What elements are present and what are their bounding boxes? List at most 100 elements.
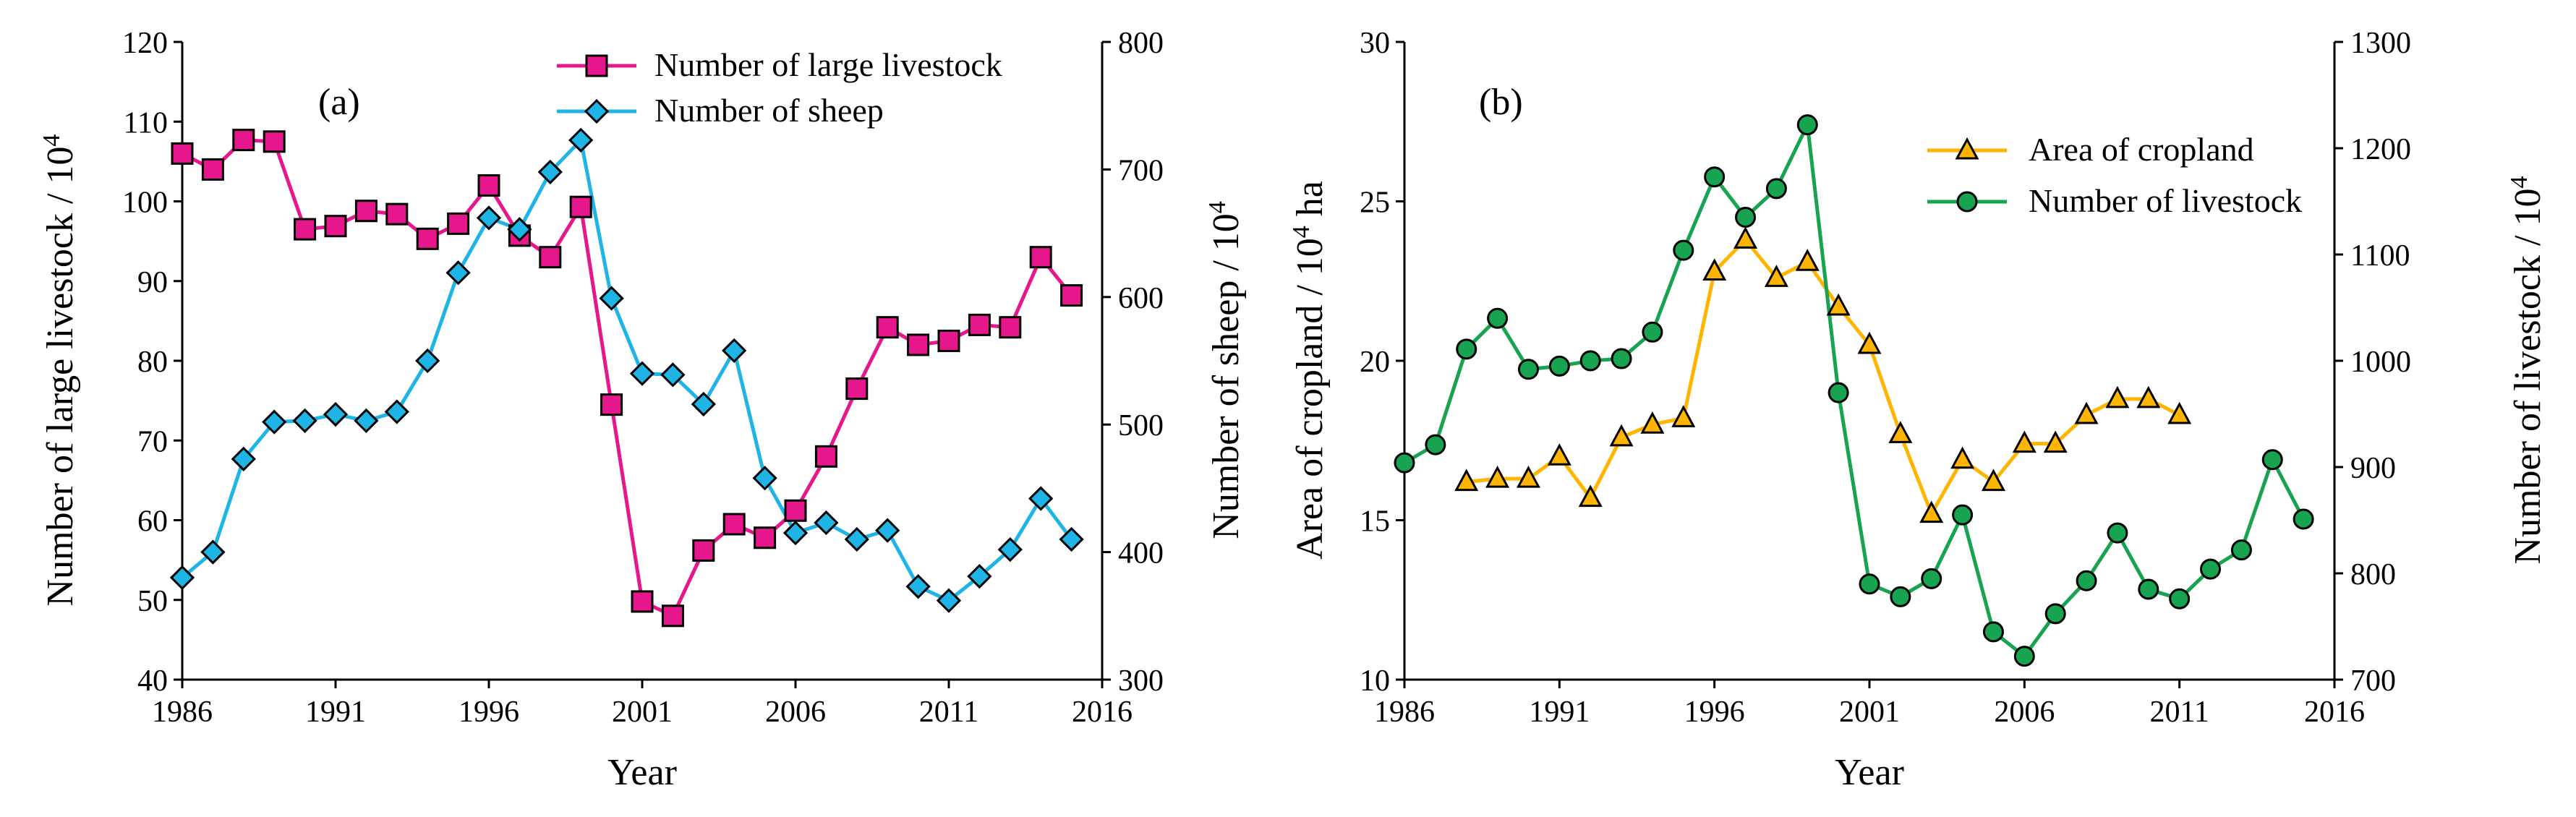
data-point bbox=[845, 377, 869, 401]
panel-a-y2-tick-label: 300 bbox=[1118, 664, 1164, 698]
panel-b-y-tick-label: 15 bbox=[1360, 505, 1390, 539]
data-point bbox=[1673, 239, 1694, 261]
panel-b-x-tick-label: 2016 bbox=[2304, 696, 2365, 729]
data-point bbox=[660, 362, 686, 388]
data-point bbox=[231, 446, 256, 471]
data-point bbox=[692, 539, 715, 562]
data-point bbox=[814, 510, 839, 536]
panel-b-x-tick-label: 2006 bbox=[1994, 696, 2055, 729]
data-point bbox=[1981, 469, 2005, 492]
panel-a-ylabel: Number of large livestock / 104 bbox=[38, 134, 81, 607]
data-point bbox=[1859, 573, 1880, 595]
data-point bbox=[937, 329, 960, 352]
panel-a-ylabel-text: Number of large livestock / 10 bbox=[40, 147, 81, 607]
panel-b-ylabel-unit: ha bbox=[1289, 181, 1331, 226]
data-point bbox=[447, 212, 470, 235]
panel-a-y-tick-label: 120 bbox=[122, 27, 168, 60]
data-point bbox=[2167, 401, 2192, 424]
data-point bbox=[1642, 321, 1663, 343]
data-point bbox=[2261, 449, 2283, 471]
data-point bbox=[537, 159, 563, 185]
panel-b-xlabel: Year bbox=[1835, 752, 1904, 793]
series-line-area-of-cropland bbox=[1466, 237, 2180, 516]
data-point bbox=[2074, 401, 2099, 424]
legend-marker bbox=[1956, 191, 1978, 213]
legend-marker bbox=[584, 98, 610, 124]
data-point bbox=[784, 499, 807, 522]
series-line-number-of-sheep bbox=[181, 138, 1073, 603]
data-point bbox=[1952, 504, 1974, 526]
data-point bbox=[2076, 570, 2097, 591]
panel-b-y2-tick-label: 1100 bbox=[2350, 239, 2410, 273]
data-point bbox=[722, 338, 747, 364]
data-point bbox=[1547, 443, 1571, 466]
data-point bbox=[631, 590, 654, 613]
data-point bbox=[1888, 421, 1913, 443]
panel-a-y-tick-label: 40 bbox=[137, 664, 168, 698]
data-point bbox=[661, 604, 684, 628]
data-point bbox=[384, 399, 409, 424]
data-point bbox=[1921, 568, 1942, 589]
data-point bbox=[1704, 166, 1726, 188]
data-point bbox=[1485, 466, 1510, 488]
data-point bbox=[1919, 500, 1944, 523]
panel-a-x-tick-label: 2006 bbox=[765, 696, 826, 729]
panel-a-y-tick-label: 80 bbox=[137, 346, 168, 379]
data-point bbox=[539, 246, 562, 269]
data-point bbox=[1640, 411, 1665, 434]
data-point bbox=[2043, 430, 2068, 453]
panel-b-y2-tick-label: 1300 bbox=[2350, 27, 2411, 60]
data-point bbox=[292, 408, 317, 434]
data-point bbox=[1487, 307, 1509, 329]
data-point bbox=[1029, 246, 1052, 269]
panel-b-chart: (b) Year Area of cropland / 104 ha Numbe… bbox=[1288, 27, 2549, 793]
data-point bbox=[171, 142, 194, 165]
panel-a-x-tick-label: 2011 bbox=[919, 696, 978, 729]
data-point bbox=[1611, 348, 1632, 369]
data-point bbox=[1516, 466, 1540, 488]
panel-a-y2-tick-label: 600 bbox=[1118, 282, 1164, 315]
data-point bbox=[445, 260, 471, 286]
panel-b-y-tick-label: 20 bbox=[1360, 346, 1390, 379]
panel-b-x-tick-label: 1996 bbox=[1684, 696, 1745, 729]
data-point bbox=[169, 565, 195, 591]
data-point bbox=[2105, 385, 2130, 408]
data-point bbox=[2044, 603, 2066, 625]
panel-b-y-tick-label: 25 bbox=[1360, 187, 1390, 220]
panel-a-x-tick-label: 2001 bbox=[612, 696, 673, 729]
data-point bbox=[1795, 249, 1820, 271]
data-point bbox=[507, 217, 532, 242]
data-point bbox=[1609, 424, 1634, 447]
data-point bbox=[1890, 586, 1911, 607]
panel-a-y2label-sup: 4 bbox=[1204, 201, 1231, 213]
panel-a-y-tick-label: 90 bbox=[137, 266, 168, 299]
data-point bbox=[782, 521, 809, 546]
data-point bbox=[1578, 484, 1603, 508]
data-point bbox=[1394, 452, 1415, 474]
panel-a-y-tick-label: 50 bbox=[137, 585, 168, 618]
panel-a-y-tick-label: 60 bbox=[137, 505, 168, 539]
data-point bbox=[385, 202, 409, 226]
data-point bbox=[1579, 350, 1601, 372]
panel-b-x-tick-label: 1986 bbox=[1374, 696, 1435, 729]
data-point bbox=[1671, 405, 1696, 427]
data-point bbox=[967, 563, 992, 589]
panel-a-y-tick-label: 70 bbox=[137, 425, 168, 458]
panel-b-y2-tick-label: 1200 bbox=[2350, 133, 2411, 166]
data-point bbox=[1764, 265, 1788, 287]
legend-marker bbox=[1955, 137, 1979, 160]
legend-label: Number of sheep bbox=[654, 92, 884, 129]
data-point bbox=[907, 333, 930, 356]
data-point bbox=[200, 539, 226, 565]
panel-b-label: (b) bbox=[1479, 82, 1523, 123]
data-point bbox=[814, 445, 837, 468]
data-point bbox=[2169, 588, 2191, 609]
data-point bbox=[844, 526, 869, 552]
data-point bbox=[754, 526, 777, 549]
data-point bbox=[999, 316, 1022, 339]
panel-b-x-tick-label: 2011 bbox=[2149, 696, 2209, 729]
data-point bbox=[876, 316, 899, 339]
panel-b-x-tick-label: 1991 bbox=[1529, 696, 1590, 729]
panel-a-x-tick-label: 2016 bbox=[1072, 696, 1133, 729]
